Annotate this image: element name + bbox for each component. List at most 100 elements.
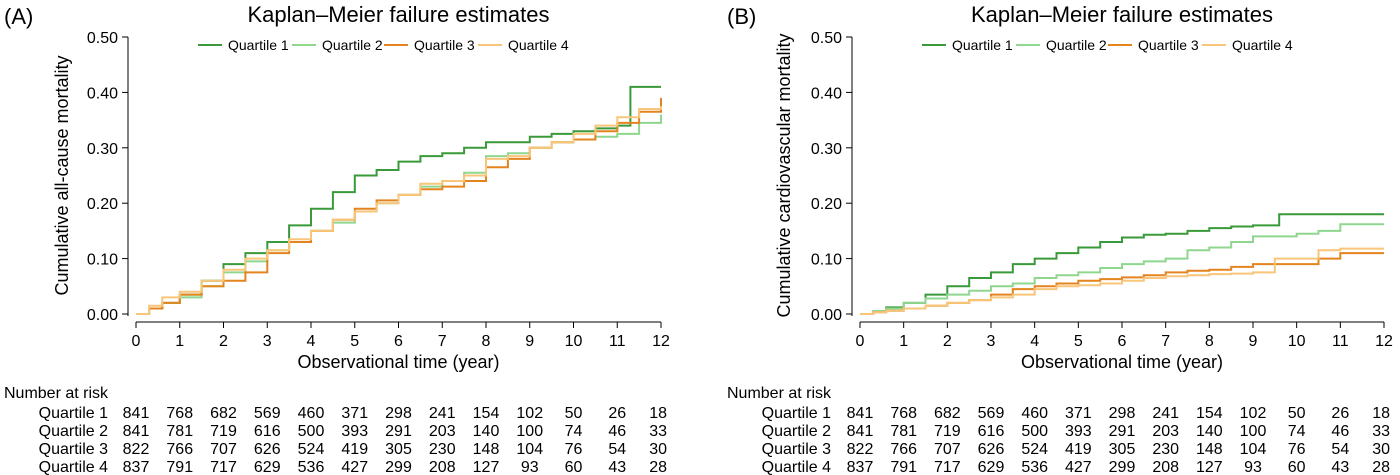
risk-table-cell: 781 (166, 423, 193, 440)
y-tick-label: 0.50 (811, 30, 842, 47)
chart-title: Kaplan–Meier failure estimates (971, 2, 1273, 27)
risk-table-cell: 140 (473, 423, 500, 440)
risk-table-cell: 766 (166, 441, 193, 458)
y-tick-label: 0.30 (87, 141, 118, 158)
risk-table-cell: 719 (934, 423, 961, 440)
risk-table-cell: 500 (298, 423, 325, 440)
risk-table-cell: 781 (890, 423, 917, 440)
risk-table-cell: 427 (1065, 459, 1092, 475)
risk-table-cell: 102 (1240, 405, 1267, 422)
risk-table-cell: 822 (847, 441, 874, 458)
x-tick-label: 12 (1375, 333, 1393, 350)
risk-table-cell: 841 (847, 405, 874, 422)
risk-table-cell: 299 (1109, 459, 1136, 475)
risk-table-cell: 46 (608, 423, 626, 440)
risk-table-row-label: Quartile 2 (762, 423, 831, 440)
risk-table-cell: 50 (1288, 405, 1306, 422)
risk-table-cell: 682 (934, 405, 961, 422)
risk-table-cell: 524 (298, 441, 325, 458)
y-tick-label: 0.20 (87, 196, 118, 213)
x-tick-label: 4 (307, 333, 316, 350)
legend-label-quartile-1: Quartile 1 (952, 37, 1013, 53)
panel-label: (A) (4, 4, 33, 29)
risk-table-cell: 682 (210, 405, 237, 422)
risk-table-cell: 717 (934, 459, 961, 475)
series-line-quartile-4 (136, 106, 662, 315)
risk-table-cell: 46 (1331, 423, 1349, 440)
risk-table-cell: 74 (565, 423, 583, 440)
risk-table-cell: 371 (341, 405, 368, 422)
y-tick-label: 0.20 (811, 196, 842, 213)
risk-table-cell: 18 (1372, 405, 1390, 422)
risk-table-cell: 43 (608, 459, 626, 475)
x-tick-label: 12 (652, 333, 670, 350)
risk-table-cell: 393 (1065, 423, 1092, 440)
risk-table-cell: 822 (123, 441, 150, 458)
risk-table-title: Number at risk (4, 385, 109, 402)
x-tick-label: 0 (132, 333, 141, 350)
x-tick-label: 10 (1288, 333, 1306, 350)
risk-table-title: Number at risk (727, 385, 832, 402)
risk-table-cell: 230 (429, 441, 456, 458)
risk-table-cell: 371 (1065, 405, 1092, 422)
risk-table-cell: 791 (166, 459, 193, 475)
y-axis-title: Cumulative cardiovascular mortality (774, 33, 794, 317)
x-tick-label: 4 (1030, 333, 1039, 350)
x-tick-label: 2 (943, 333, 952, 350)
legend-label-quartile-2: Quartile 2 (1046, 37, 1107, 53)
panel-a: (A) Kaplan–Meier failure estimates 0.00 0.1… (4, 2, 670, 475)
risk-table-cell: 427 (341, 459, 368, 475)
risk-table-cell: 626 (978, 441, 1005, 458)
x-axis-title: Observational time (year) (1021, 352, 1223, 372)
risk-table-cell: 18 (649, 405, 667, 422)
risk-table-cell: 419 (341, 441, 368, 458)
risk-table-cell: 536 (298, 459, 325, 475)
risk-table-cell: 30 (649, 441, 667, 458)
risk-table-cell: 460 (1021, 405, 1048, 422)
y-tick-label: 0.40 (87, 85, 118, 102)
risk-table-row-label: Quartile 1 (762, 405, 831, 422)
risk-table-cell: 299 (385, 459, 412, 475)
risk-table-cell: 50 (565, 405, 583, 422)
risk-table-cell: 460 (298, 405, 325, 422)
risk-table-cell: 719 (210, 423, 237, 440)
risk-table-cell: 837 (847, 459, 874, 475)
x-tick-label: 2 (219, 333, 228, 350)
risk-table-cell: 241 (1152, 405, 1179, 422)
series-line-quartile-4 (860, 247, 1384, 315)
risk-table-cell: 26 (1331, 405, 1349, 422)
x-tick-label: 3 (263, 333, 272, 350)
risk-table-row-label: Quartile 2 (39, 423, 108, 440)
risk-table-cell: 629 (978, 459, 1005, 475)
risk-table-cell: 93 (1244, 459, 1262, 475)
x-tick-label: 8 (482, 333, 491, 350)
risk-table-cell: 76 (565, 441, 583, 458)
risk-table-cell: 208 (429, 459, 456, 475)
x-tick-label: 9 (525, 333, 534, 350)
x-tick-label: 6 (1118, 333, 1127, 350)
risk-table-cell: 148 (473, 441, 500, 458)
risk-table-cell: 419 (1065, 441, 1092, 458)
x-tick-label: 9 (1249, 333, 1258, 350)
legend-label-quartile-3: Quartile 3 (414, 37, 475, 53)
x-tick-label: 7 (438, 333, 447, 350)
risk-table-cell: 203 (429, 423, 456, 440)
series-line-quartile-2 (860, 223, 1384, 315)
risk-table-cell: 393 (341, 423, 368, 440)
risk-table-cell: 127 (1196, 459, 1223, 475)
risk-table-cell: 28 (1372, 459, 1390, 475)
chart-title: Kaplan–Meier failure estimates (247, 2, 549, 27)
risk-table-cell: 768 (166, 405, 193, 422)
risk-table-cell: 74 (1288, 423, 1306, 440)
risk-table-cell: 60 (565, 459, 583, 475)
x-tick-label: 6 (394, 333, 403, 350)
risk-table-row-label: Quartile 3 (762, 441, 831, 458)
risk-table-cell: 291 (1109, 423, 1136, 440)
risk-table-cell: 569 (978, 405, 1005, 422)
risk-table-cell: 626 (254, 441, 281, 458)
risk-table-cell: 298 (1109, 405, 1136, 422)
x-tick-label: 10 (565, 333, 583, 350)
risk-table-cell: 154 (1196, 405, 1223, 422)
legend-label-quartile-4: Quartile 4 (508, 37, 569, 53)
